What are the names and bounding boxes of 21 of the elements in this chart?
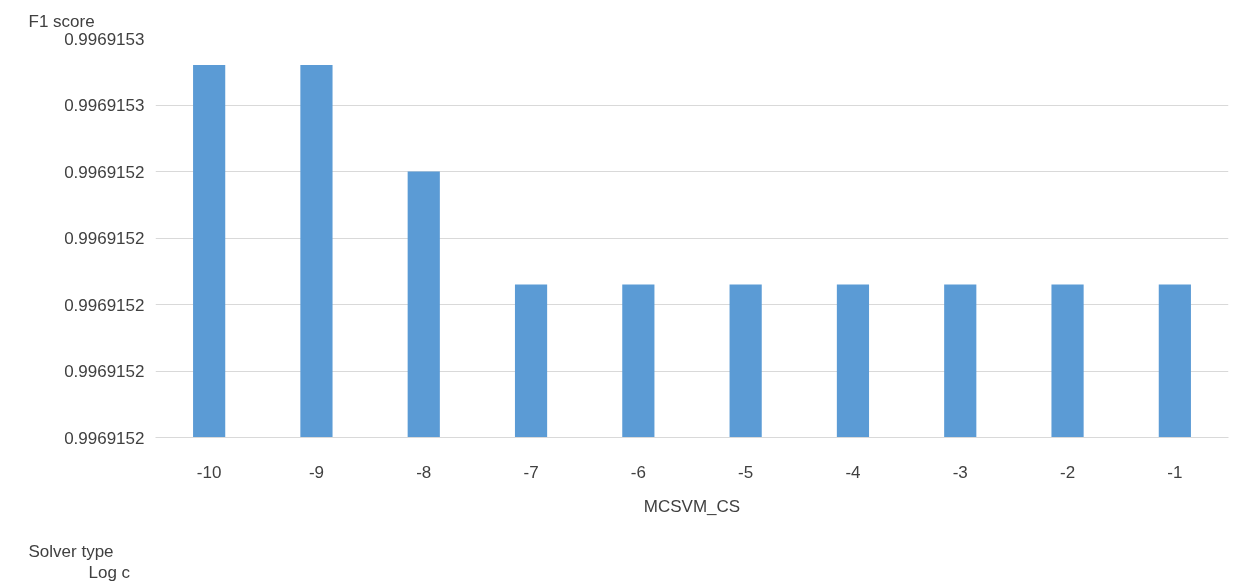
x-tick-label: -5 — [738, 462, 754, 482]
x-axis-title: MCSVM_CS — [643, 496, 741, 516]
y-tick-label: 0.9969152 — [64, 428, 145, 448]
x-tick-label: -9 — [308, 462, 325, 482]
x-tick-label: -1 — [1167, 462, 1183, 482]
y-tick-label: 0.9969152 — [64, 295, 145, 315]
text: Log c — [88, 563, 131, 581]
y-tick-label: 0.9969152 — [64, 229, 145, 248]
x-tick-label: -6 — [630, 462, 646, 482]
y-tick-label: 0.9969152 — [64, 362, 145, 381]
x-tick-label: -4 — [845, 462, 861, 482]
y-tick-label: 0.9969152 — [64, 162, 145, 182]
x-tick-label: -7 — [523, 462, 539, 482]
x-tick-label: -3 — [952, 462, 968, 482]
y-tick-label: 0.9969153 — [64, 96, 145, 115]
y-tick-label: 0.9969153 — [64, 29, 145, 49]
text: Solver type — [28, 541, 114, 561]
x-tick-label: -10 — [196, 462, 222, 482]
x-tick-label: -8 — [416, 462, 432, 482]
x-tick-label: -2 — [1059, 462, 1076, 482]
text: F1 score — [28, 12, 95, 31]
